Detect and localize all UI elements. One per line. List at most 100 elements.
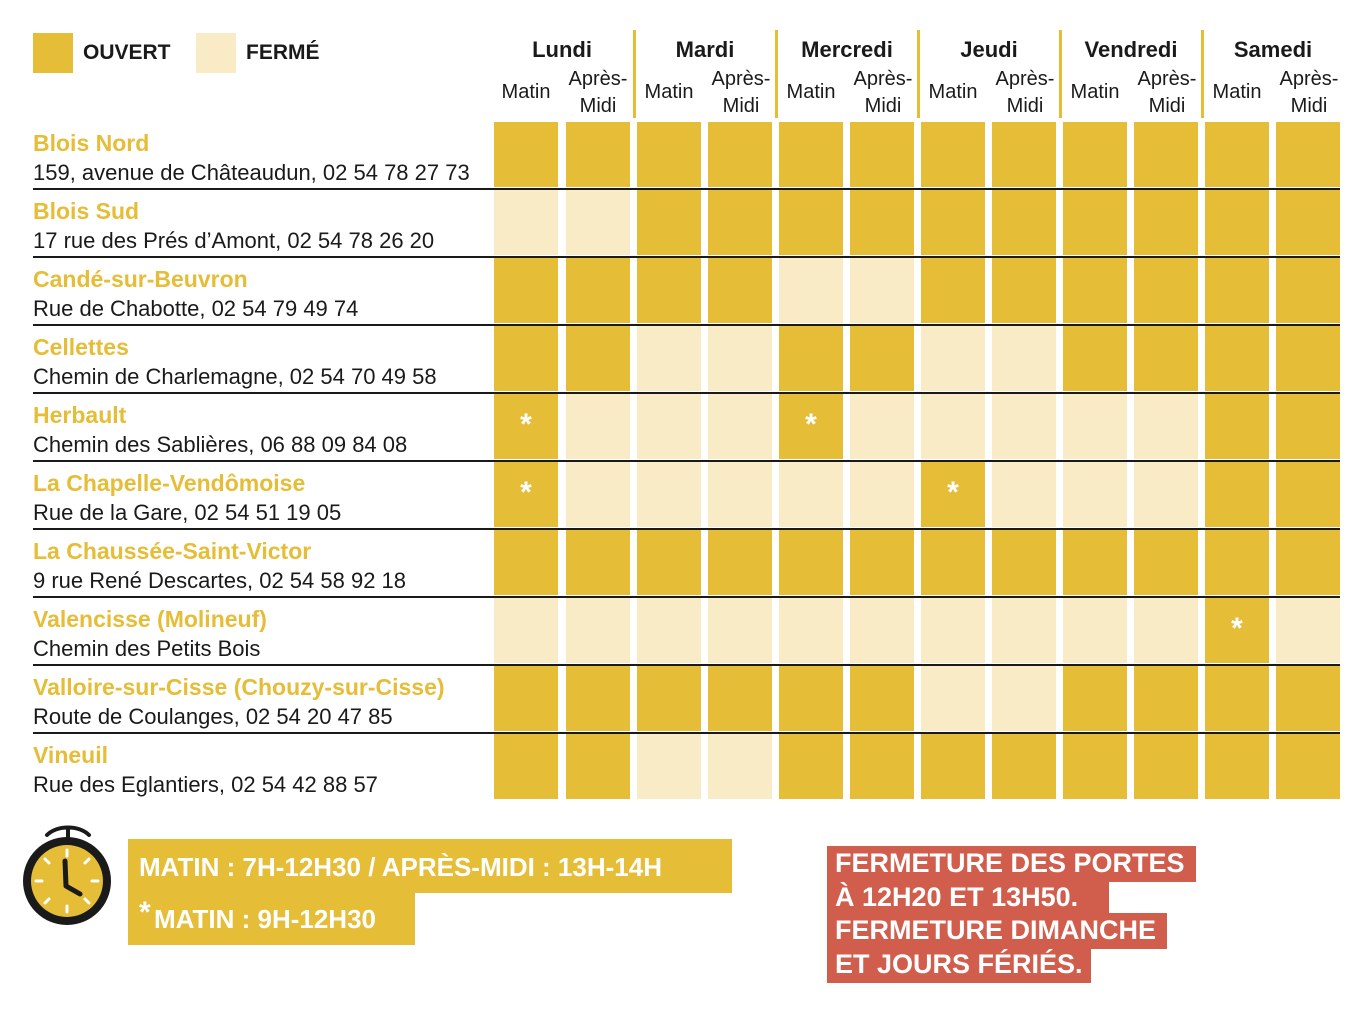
schedule-cell-closed [637,326,701,391]
schedule-cell-closed [566,462,630,527]
row-divider [33,324,1340,326]
notice-line-2: À 12H20 ET 13H50. [827,880,1109,916]
schedule-cell-closed [850,258,914,323]
slot-label-afternoon-line2: Midi [579,95,617,117]
schedule-cell-closed [992,598,1056,663]
schedule-cell-open [1276,734,1340,799]
schedule-cell-open [1205,258,1269,323]
schedule-cell-closed [708,394,772,459]
schedule-cell-open [992,734,1056,799]
schedule-cell-closed [921,394,985,459]
schedule-cell-open [1205,666,1269,731]
schedule-cell-open [779,122,843,187]
day-separator [1059,30,1062,118]
schedule-cell-closed [494,190,558,255]
schedule-cell-open [779,666,843,731]
schedule-cell-open: * [1205,598,1269,663]
schedule-cell-open [1063,666,1127,731]
slot-label-afternoon-line1: Après- [711,68,771,90]
site-name: La Chapelle-Vendômoise [33,470,306,496]
schedule-cell-open [1063,258,1127,323]
alt-hours-box: * MATIN : 9H-12H30 [128,893,415,945]
slot-label-afternoon: Après- Midi [566,66,630,120]
site-name: Blois Sud [33,198,140,224]
slot-label-afternoon: Après- Midi [709,66,773,120]
site-address: Rue des Eglantiers, 02 54 42 88 57 [33,772,378,797]
schedule-cell-open [494,326,558,391]
schedule-cell-closed [779,462,843,527]
site-name: Candé-sur-Beuvron [33,266,248,292]
legend-open-label: OUVERT [83,41,171,64]
alt-hours-star: * [139,896,151,929]
schedule-cell-open [850,190,914,255]
schedule-cell-closed [850,394,914,459]
day-separator [775,30,778,118]
schedule-cell-open [494,122,558,187]
schedule-cell-open [637,190,701,255]
day-header-2: Mardi [675,37,735,62]
slot-label-afternoon: Après- Midi [851,66,915,120]
site-address: Chemin des Sablières, 06 88 09 84 08 [33,432,408,457]
schedule-cell-open [779,326,843,391]
schedule-cell-open [1276,122,1340,187]
schedule-cell-closed [779,598,843,663]
schedule-cell-open [992,190,1056,255]
schedule-cell-open [850,530,914,595]
slot-label-afternoon-line2: Midi [1006,95,1044,117]
schedule-cell-closed [992,666,1056,731]
slot-label-afternoon: Après- Midi [1135,66,1199,120]
schedule-cell-open [708,258,772,323]
schedule-cell-open [566,258,630,323]
schedule-cell-open [1276,326,1340,391]
schedule-cell-open [1063,734,1127,799]
schedule-cell-open [1063,530,1127,595]
schedule-cell-closed [850,598,914,663]
site-address: Rue de Chabotte, 02 54 79 49 74 [33,296,359,321]
slot-label-afternoon-line2: Midi [864,95,902,117]
row-divider [33,528,1340,530]
day-header-6: Samedi [1233,37,1313,62]
schedule-cell-open [1205,190,1269,255]
schedule-cell-open [850,734,914,799]
row-divider [33,460,1340,462]
schedule-cell-open [850,666,914,731]
schedule-cell-closed [921,326,985,391]
schedule-cell-open [637,666,701,731]
slot-label-morning: Matin [786,81,836,103]
schedule-cell-open [566,326,630,391]
slot-label-morning: Matin [1212,81,1262,103]
row-divider [33,256,1340,258]
site-name: Cellettes [33,334,129,360]
schedule-cell-open [1063,326,1127,391]
schedule-cell-open [637,122,701,187]
schedule-cell-closed [637,462,701,527]
slot-label-morning: Matin [928,81,978,103]
schedule-cell-open [921,190,985,255]
schedule-cell-open [1134,734,1198,799]
site-address: 9 rue René Descartes, 02 54 58 92 18 [33,568,407,593]
schedule-cell-open [1134,190,1198,255]
slot-label-afternoon-line2: Midi [1148,95,1186,117]
slot-label-morning: Matin [1070,81,1120,103]
reduced-hours-mark: * [947,475,959,509]
row-divider [33,732,1340,734]
site-address: Chemin des Petits Bois [33,636,261,661]
schedule-cell-closed [708,462,772,527]
legend-open-swatch [33,33,73,73]
schedule-cell-open [779,530,843,595]
slot-label-afternoon: Après- Midi [1277,66,1341,120]
schedule-cell-open [566,530,630,595]
schedule-cell-open [494,666,558,731]
reduced-hours-mark: * [520,407,532,441]
site-address: Chemin de Charlemagne, 02 54 70 49 58 [33,364,437,389]
day-header-3: Mercredi [801,37,893,62]
schedule-cell-closed [850,462,914,527]
legend-closed-swatch [196,33,236,73]
schedule-cell-open [708,190,772,255]
schedule-cell-open [1063,190,1127,255]
schedule-cell-closed [566,394,630,459]
row-divider [33,188,1340,190]
site-address: 159, avenue de Châteaudun, 02 54 78 27 7… [33,160,470,185]
schedule-cell-closed [708,734,772,799]
schedule-cell-closed [494,598,558,663]
